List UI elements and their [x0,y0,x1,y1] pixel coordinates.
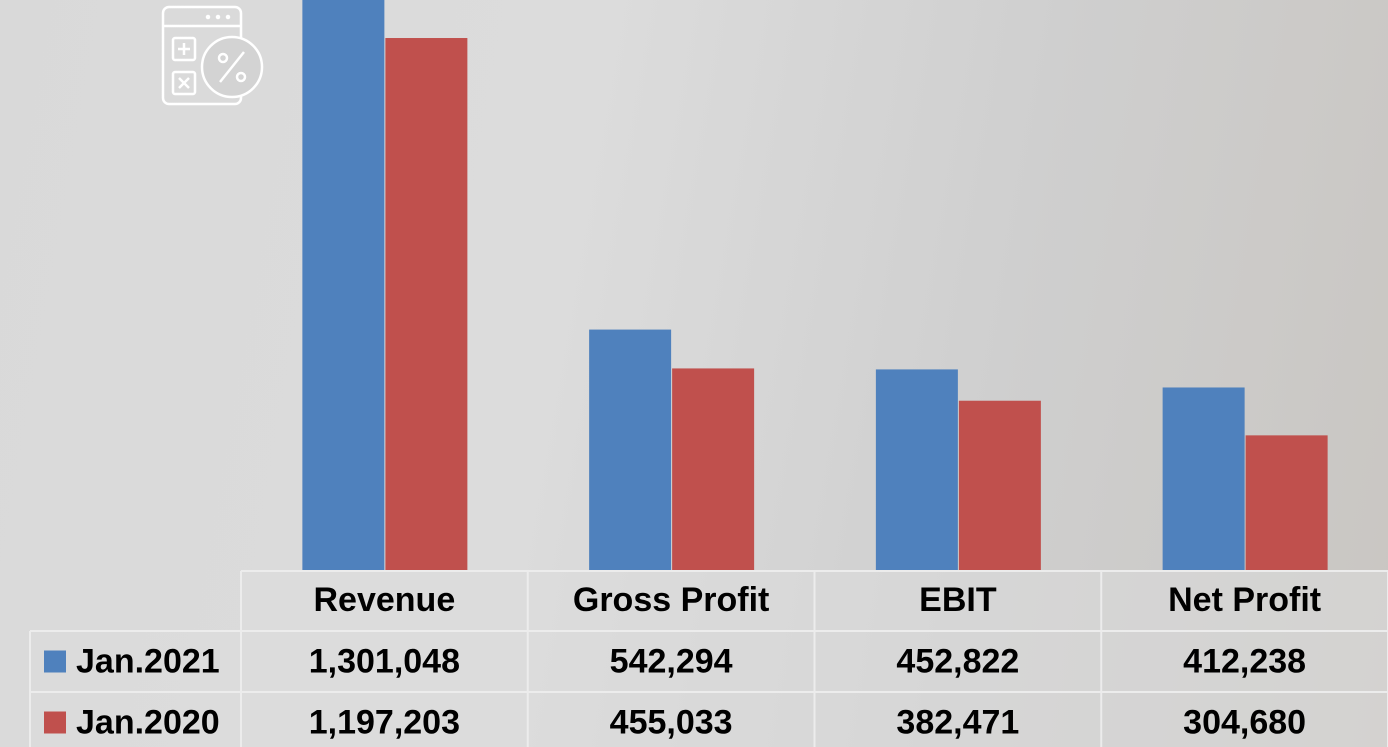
x-tick-label: Net Profit [1168,581,1321,619]
data-label: 1,301,048 [309,642,460,680]
x-tick-label: EBIT [919,581,997,619]
legend-key [44,711,66,734]
table-background [30,631,1388,747]
x-tick-label: Gross Profit [573,581,769,619]
data-label: 1,197,203 [309,703,460,741]
legend-key [44,650,66,673]
data-label: 542,294 [610,642,733,680]
legend-label: Jan.2021 [76,642,220,680]
data-label: 412,238 [1183,642,1306,680]
bar [589,329,672,571]
bar [672,368,755,571]
data-label: 452,822 [896,642,1019,680]
bar [958,400,1041,571]
data-label: 455,033 [610,703,733,741]
bar [1245,435,1328,571]
bar [875,369,958,571]
calculator-icon [161,5,264,106]
data-label: 304,680 [1183,703,1306,741]
data-label: 382,471 [896,703,1019,741]
bar [302,0,385,571]
x-tick-label: Revenue [314,581,456,619]
bar [385,38,468,572]
legend-label: Jan.2020 [76,703,220,741]
bar [1162,387,1245,571]
